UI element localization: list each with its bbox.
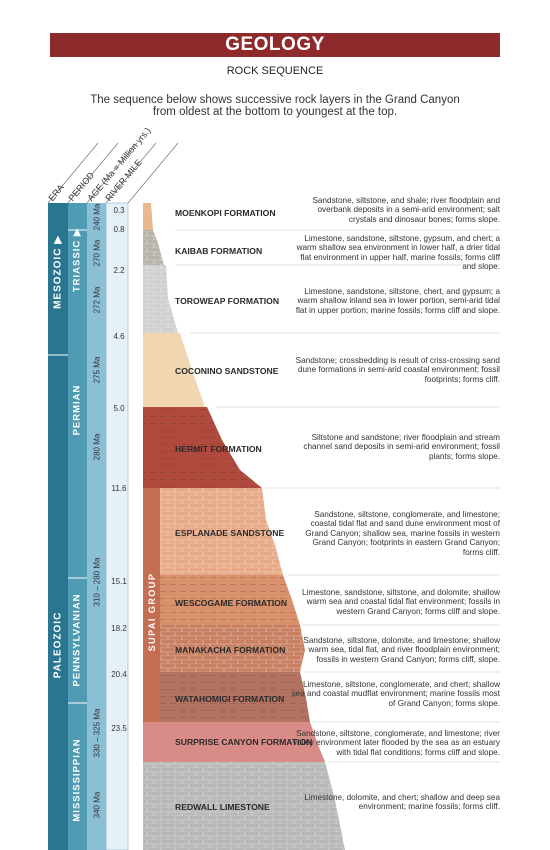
period-permian: PERMIAN xyxy=(71,384,83,436)
intro-text: The sequence below shows successive rock… xyxy=(90,94,460,118)
river-mile-value: 11.6 xyxy=(111,484,127,493)
formation-name: HERMIT FORMATION xyxy=(175,444,262,454)
age-label: 330 – 325 Ma xyxy=(92,708,102,758)
river-mile-value: 4.6 xyxy=(113,332,125,341)
river-mile-value: 0.8 xyxy=(113,225,125,234)
period-column xyxy=(68,203,87,850)
column-header-lines xyxy=(47,142,179,204)
page-subtitle: ROCK SEQUENCE xyxy=(226,65,324,77)
formation-name: SURPRISE CANYON FORMATION xyxy=(175,737,313,747)
formation-description: Limestone, sandstone, siltstone, gypsum,… xyxy=(296,234,500,272)
formation-name: REDWALL LIMESTONE xyxy=(175,802,270,812)
period-mississippian: MISSISSIPPIAN xyxy=(71,738,83,822)
supai-group-label: SUPAI GROUP xyxy=(147,572,157,652)
formation-description: Sandstone, siltstone, dolomite, and lime… xyxy=(303,636,500,664)
era-mesozoic: MESOZOIC ▶ xyxy=(52,235,64,309)
layer-coconino xyxy=(143,333,205,407)
formation-description: Sandstone; crossbedding is result of cri… xyxy=(295,356,500,384)
age-label: 240 Ma xyxy=(92,203,102,231)
layer-moenkopi xyxy=(143,203,153,230)
rock-layers xyxy=(143,203,345,850)
formation-description: Sandstone, siltstone, conglomerate, and … xyxy=(305,510,500,557)
formation-description: Sandstone, siltstone, and shale; river f… xyxy=(312,196,500,224)
period-triassic: TRIASSIC ▶ xyxy=(71,227,83,293)
row-dividers xyxy=(175,229,500,763)
era-column xyxy=(48,203,68,850)
formation-name: COCONINO SANDSTONE xyxy=(175,366,279,376)
river-mile-column xyxy=(105,202,129,850)
formation-name: MOENKOPI FORMATION xyxy=(175,208,276,218)
supai-group-band xyxy=(143,488,160,722)
formation-description: Limestone, sandstone, siltstone, chert, … xyxy=(295,287,500,315)
age-label: 280 Ma xyxy=(92,433,102,461)
river-mile-value: 0.3 xyxy=(113,206,125,215)
formation-name: TOROWEAP FORMATION xyxy=(175,296,280,306)
age-label: 270 Ma xyxy=(92,239,102,267)
formation-description: Sandstone, siltstone, conglomerate, and … xyxy=(292,729,500,757)
formation-name: WATAHOMIGI FORMATION xyxy=(175,694,285,704)
formation-description: Limestone, sandstone, siltstone, and dol… xyxy=(302,588,500,616)
formation-name: ESPLANADE SANDSTONE xyxy=(175,528,285,538)
age-label: 275 Ma xyxy=(92,356,102,384)
river-mile-value: 15.1 xyxy=(111,577,127,586)
page-title: GEOLOGY xyxy=(50,33,500,57)
age-label: 310 – 280 Ma xyxy=(92,557,102,607)
formation-name: MANAKACHA FORMATION xyxy=(175,645,286,655)
river-mile-value: 20.4 xyxy=(111,670,127,679)
formation-description: Limestone, dolomite, and chert; shallow … xyxy=(304,793,500,812)
age-label: 340 Ma xyxy=(92,791,102,819)
formation-description: Limestone, siltstone, conglomerate, and … xyxy=(291,680,500,708)
river-mile-value: 2.2 xyxy=(113,266,125,275)
period-pennsylvanian: PENNSYLVANIAN xyxy=(71,593,83,687)
age-label: 272 Ma xyxy=(92,286,102,314)
river-mile-value: 5.0 xyxy=(113,404,125,413)
river-mile-value: 23.5 xyxy=(111,724,127,733)
formation-description: Siltstone and sandstone; river floodplai… xyxy=(303,433,500,461)
formation-name: KAIBAB FORMATION xyxy=(175,246,263,256)
river-mile-value: 18.2 xyxy=(111,624,127,633)
age-column xyxy=(87,203,106,850)
formation-name: WESCOGAME FORMATION xyxy=(175,598,288,608)
layer-surprise-canyon xyxy=(143,722,325,762)
era-paleozoic: PALEOZOIC xyxy=(52,611,64,679)
